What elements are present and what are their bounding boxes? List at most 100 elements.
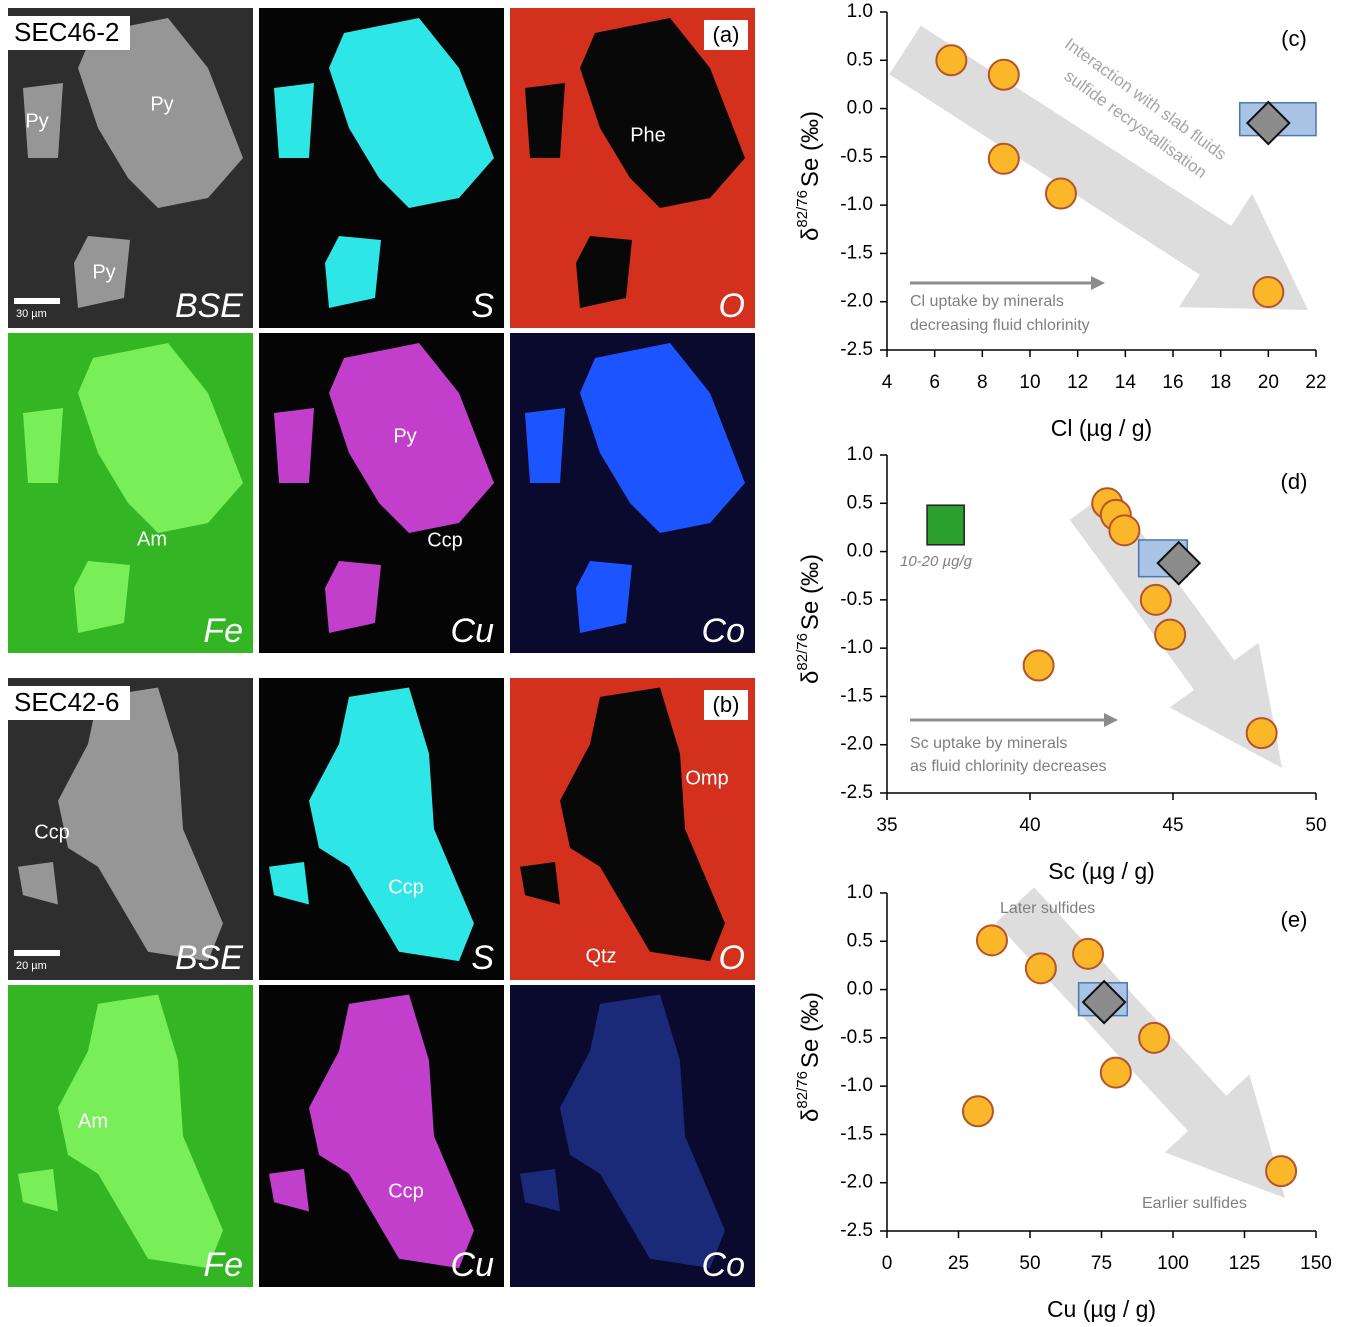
y-tick-label: -1.0	[840, 1075, 873, 1096]
y-label-symbol: δ	[797, 228, 824, 241]
annotation: 10-20 µg/g	[900, 553, 973, 570]
x-tick-label: 6	[929, 372, 940, 393]
x-tick-label: 40	[1019, 815, 1040, 836]
y-tick-label: 0.5	[847, 49, 873, 70]
y-axis-label: δ82/76 Se (‰)	[794, 554, 824, 684]
x-tick-label: 12	[1067, 372, 1088, 393]
y-tick-label: -2.0	[840, 291, 873, 312]
y-tick-label: -1.5	[840, 242, 873, 263]
x-tick-label: 20	[1258, 372, 1279, 393]
y-tick-label: -0.5	[840, 589, 873, 610]
mineral-label: Omp	[685, 767, 728, 789]
grain	[274, 83, 314, 158]
x-tick-label: 45	[1162, 815, 1183, 836]
point	[963, 1096, 993, 1126]
y-axis-label: δ82/76Se (‰)	[794, 111, 824, 241]
range-box	[927, 505, 964, 545]
scale-bar	[14, 950, 60, 956]
page: {"image_panels": [ {"sample": "SEC46-2",…	[0, 0, 1352, 1327]
panel-label: (b)	[713, 692, 740, 717]
point	[1046, 179, 1076, 209]
x-tick-label: 22	[1305, 372, 1326, 393]
y-label-sup: 82/76	[794, 1071, 811, 1109]
point	[977, 925, 1007, 955]
y-tick-label: 0.5	[847, 492, 873, 513]
mineral-label: Ccp	[427, 529, 463, 551]
mineral-label: Py	[25, 110, 48, 132]
y-tick-label: -1.0	[840, 194, 873, 215]
x-tick-label: 50	[1305, 815, 1326, 836]
x-tick-label: 18	[1210, 372, 1231, 393]
point	[989, 144, 1019, 174]
annotation: as fluid chlorinity decreases	[910, 758, 1107, 775]
element-label: Fe	[203, 1246, 243, 1284]
mineral-label: Ccp	[34, 821, 70, 843]
annotation: Sc uptake by minerals	[910, 735, 1067, 752]
y-tick-label: -1.5	[840, 685, 873, 706]
y-tick-label: 1.0	[847, 882, 873, 903]
mineral-label: Ccp	[388, 1180, 424, 1202]
point	[1109, 515, 1139, 545]
point	[1155, 620, 1185, 650]
x-axis-label: Cu (µg / g)	[1047, 1296, 1156, 1322]
mineral-label: Py	[92, 261, 115, 283]
element-label: BSE	[175, 939, 243, 977]
point	[1141, 585, 1171, 615]
grain	[274, 408, 314, 483]
grain	[576, 561, 632, 633]
x-tick-label: 150	[1300, 1253, 1332, 1274]
y-tick-label: 1.0	[847, 1, 873, 22]
annotation: Later sulfides	[1000, 900, 1095, 917]
y-tick-label: -0.5	[840, 146, 873, 167]
mineral-label: Phe	[630, 124, 666, 146]
mineral-label: Qtz	[585, 945, 616, 967]
mineral-label: Am	[78, 1110, 108, 1132]
grain	[525, 83, 565, 158]
x-tick-label: 50	[1019, 1253, 1040, 1274]
element-label: Fe	[203, 612, 243, 650]
x-tick-label: 75	[1091, 1253, 1112, 1274]
annotation: Earlier sulfides	[1142, 1195, 1247, 1212]
point	[1253, 277, 1283, 307]
sample-label: SEC46-2	[14, 17, 120, 47]
point	[1247, 718, 1277, 748]
annotation: decreasing fluid chlorinity	[910, 317, 1090, 334]
y-tick-label: -2.5	[840, 1220, 873, 1241]
point	[1101, 1058, 1131, 1088]
point	[1266, 1156, 1296, 1186]
y-label-symbol: δ	[797, 671, 824, 684]
element-label: BSE	[175, 287, 243, 325]
x-tick-label: 100	[1157, 1253, 1189, 1274]
grain	[23, 408, 63, 483]
panel-label: (c)	[1281, 26, 1307, 51]
y-tick-label: -2.5	[840, 339, 873, 360]
x-tick-label: 8	[977, 372, 988, 393]
y-tick-label: -2.0	[840, 734, 873, 755]
point	[1139, 1023, 1169, 1053]
y-tick-label: -1.5	[840, 1123, 873, 1144]
annotation-arrowhead	[1104, 713, 1118, 727]
figure: BSEPyPyPy30 µmSOPheFeAmCuPyCcpCoSEC46-2(…	[0, 0, 1352, 1327]
y-label-main: Se (‰)	[797, 554, 824, 630]
x-tick-label: 25	[948, 1253, 969, 1274]
y-tick-label: 0.0	[847, 541, 873, 562]
x-tick-label: 35	[876, 815, 897, 836]
point	[1026, 953, 1056, 983]
annotation: Cl uptake by minerals	[910, 293, 1064, 310]
y-tick-label: -2.0	[840, 1172, 873, 1193]
y-label-main: Se (‰)	[797, 992, 824, 1068]
element-label: O	[719, 939, 745, 977]
x-tick-label: 16	[1162, 372, 1183, 393]
y-axis-label: δ82/76Se (‰)	[794, 992, 824, 1122]
y-tick-label: 0.0	[847, 979, 873, 1000]
y-label-sup: 82/76	[794, 633, 811, 671]
mineral-label: Py	[393, 425, 416, 447]
x-axis-label: Cl (µg / g)	[1051, 415, 1152, 441]
grain	[525, 408, 565, 483]
y-tick-label: 0.0	[847, 98, 873, 119]
panel-label: (d)	[1281, 469, 1308, 494]
y-tick-label: 0.5	[847, 930, 873, 951]
element-label: Cu	[451, 612, 495, 650]
grain	[576, 236, 632, 308]
panel-label: (a)	[713, 22, 740, 47]
